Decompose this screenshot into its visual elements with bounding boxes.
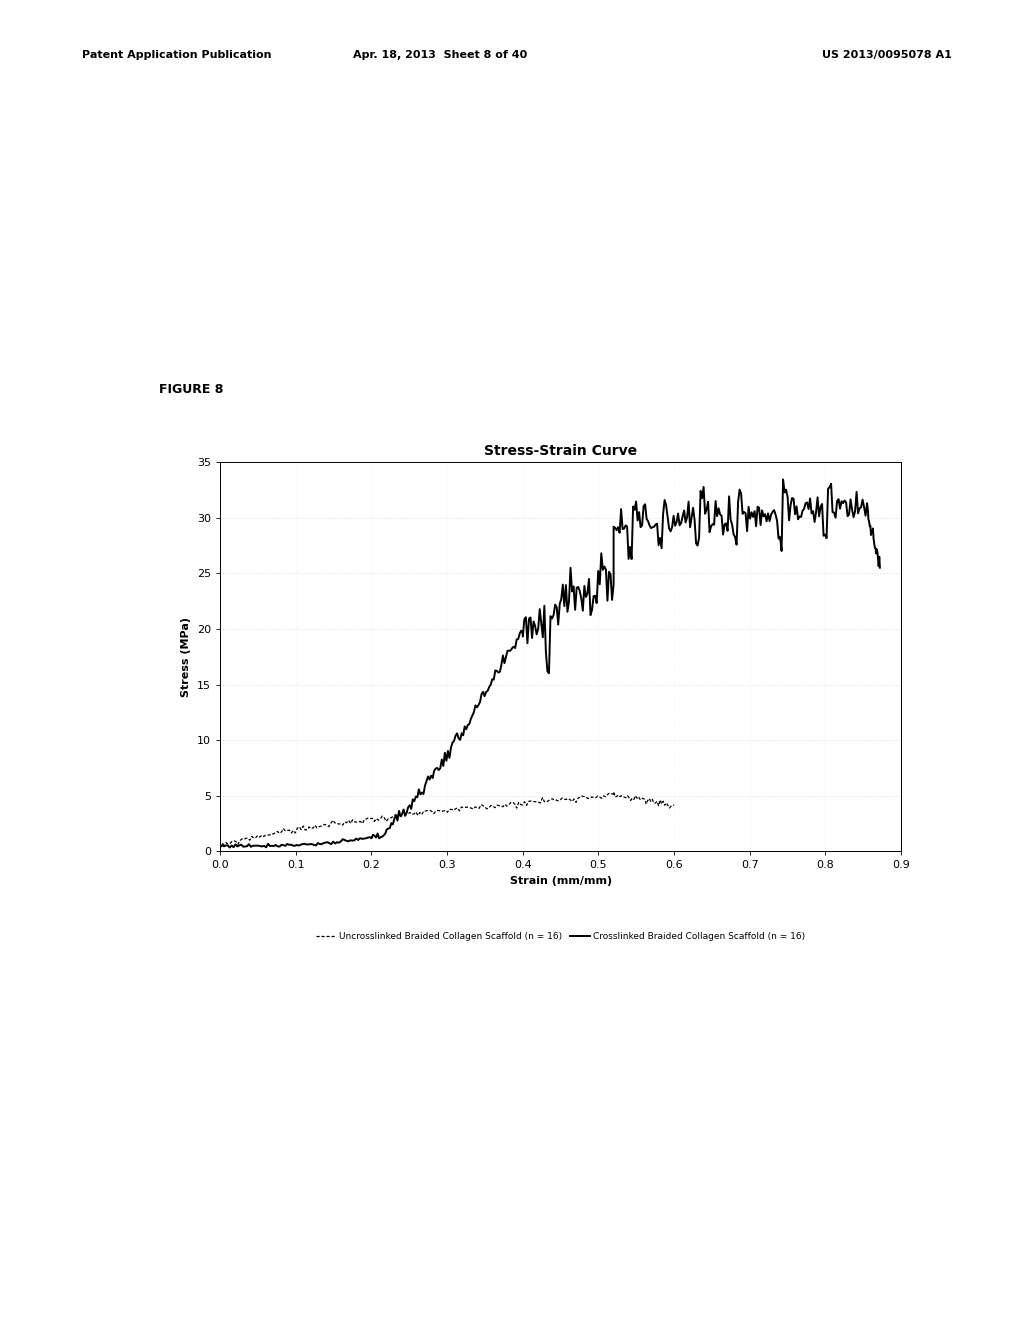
- Text: US 2013/0095078 A1: US 2013/0095078 A1: [822, 50, 952, 61]
- Text: Patent Application Publication: Patent Application Publication: [82, 50, 271, 61]
- Text: Apr. 18, 2013  Sheet 8 of 40: Apr. 18, 2013 Sheet 8 of 40: [353, 50, 527, 61]
- X-axis label: Strain (mm/mm): Strain (mm/mm): [510, 876, 611, 886]
- Title: Stress-Strain Curve: Stress-Strain Curve: [484, 444, 637, 458]
- Y-axis label: Stress (MPa): Stress (MPa): [181, 616, 191, 697]
- Text: FIGURE 8: FIGURE 8: [159, 383, 223, 396]
- Legend: Uncrosslinked Braided Collagen Scaffold (n = 16), Crosslinked Braided Collagen S: Uncrosslinked Braided Collagen Scaffold …: [316, 932, 805, 941]
